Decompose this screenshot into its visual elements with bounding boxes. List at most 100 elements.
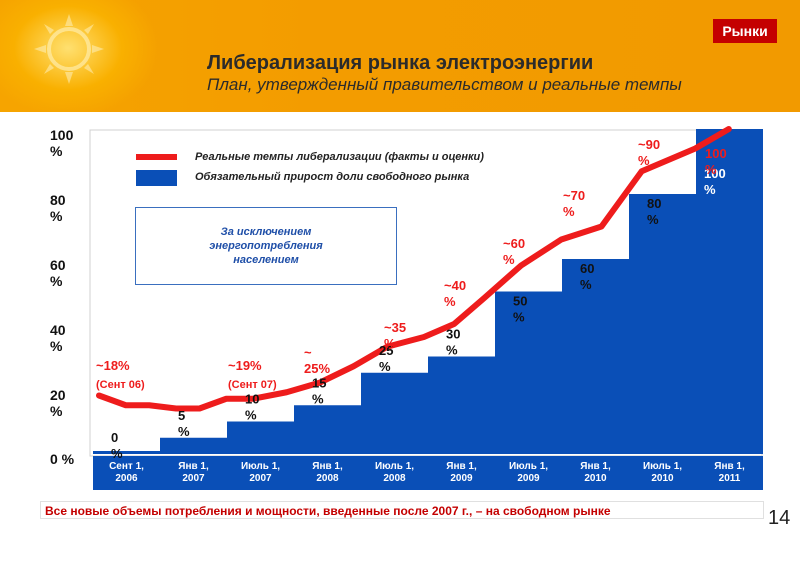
- y-tick-label: 40 %: [50, 322, 66, 354]
- x-tick-label: Янв 1, 2010: [580, 461, 611, 484]
- line-annotation-sub: (Сент 07): [228, 379, 277, 391]
- x-tick-label: Июль 1, 2008: [375, 461, 414, 484]
- line-annotation: 100%: [705, 146, 727, 177]
- page-title: Либерализация рынка электроэнергии: [207, 52, 594, 74]
- x-tick-label-line: 2010: [651, 473, 674, 484]
- line-annotation-line: %: [638, 153, 650, 168]
- x-tick-label: Янв 1, 2009: [446, 461, 477, 484]
- company-logo-icon: [34, 14, 104, 84]
- x-tick-label-line: 2007: [249, 473, 272, 484]
- line-annotation-line: ~70: [563, 188, 585, 203]
- x-tick-label-line: Янв 1,: [178, 461, 209, 472]
- x-tick-label-line: 2009: [450, 473, 473, 484]
- bar-value-label-line: %: [178, 424, 190, 439]
- x-tick-label-line: Июль 1,: [509, 461, 548, 472]
- page-number: 14: [768, 507, 791, 529]
- x-tick-label-line: 2007: [182, 473, 205, 484]
- x-tick-label-line: Янв 1,: [312, 461, 343, 472]
- line-annotation: ~90%: [638, 137, 660, 168]
- bar-value-label-line: 25: [379, 343, 393, 358]
- page-subtitle: План, утвержденный правительством и реал…: [207, 75, 682, 94]
- bar-value-label-line: 5: [178, 408, 185, 423]
- line-annotation-sub: (Сент 06): [96, 379, 145, 391]
- x-tick-label: Июль 1, 2009: [509, 461, 548, 484]
- line-annotation-line: %: [384, 336, 396, 351]
- x-tick-label-line: Июль 1,: [643, 461, 682, 472]
- x-tick-label-line: 2008: [383, 473, 406, 484]
- bar-value-label-line: 10: [245, 392, 259, 407]
- x-tick-label: Янв 1, 2007: [178, 461, 209, 484]
- bar-value-label: 5%: [178, 408, 190, 439]
- header-banner: Рынки Либерализация рынка электроэнергии…: [0, 0, 800, 112]
- x-tick-label-line: 2010: [584, 473, 607, 484]
- legend-bar-label: Обязательный прирост доли свободного рын…: [195, 171, 470, 183]
- x-axis-band: [93, 456, 763, 490]
- x-tick-label-line: 2008: [316, 473, 339, 484]
- y-tick-label: 80 %: [50, 192, 66, 224]
- x-tick-label-line: Янв 1,: [446, 461, 477, 472]
- bar-value-label-line: 60: [580, 261, 594, 276]
- legend-bar-swatch: [136, 170, 177, 186]
- bar-value-label-line: 80: [647, 196, 661, 211]
- bar-value-label-line: %: [446, 343, 458, 358]
- line-annotation-line: %: [705, 162, 717, 177]
- bar-value-label-line: 100: [704, 166, 726, 181]
- line-annotation-line: %: [563, 204, 575, 219]
- bar-value-label-line: 30: [446, 327, 460, 342]
- x-tick-label-line: 2009: [517, 473, 540, 484]
- x-tick-label: Июль 1, 2007: [241, 461, 280, 484]
- bar-value-label: 0%: [111, 430, 123, 461]
- y-tick-label: 20 %: [50, 387, 66, 419]
- bar-value-label-line: %: [704, 182, 716, 197]
- bar-value-label: 10%: [245, 392, 259, 423]
- line-annotation: ~25%: [304, 345, 330, 376]
- x-tick-label-line: Июль 1,: [241, 461, 280, 472]
- note-text: За исключением энергопотребления населен…: [209, 226, 323, 266]
- line-annotation-line: ~18%: [96, 358, 130, 373]
- line-annotation-line: 100: [705, 146, 727, 161]
- bar-value-label-line: %: [312, 391, 324, 406]
- bar-value-label-line: %: [111, 446, 123, 461]
- line-annotation-line: %: [444, 294, 456, 309]
- x-tick-label-line: Июль 1,: [375, 461, 414, 472]
- bar-value-label-line: %: [379, 359, 391, 374]
- footer-note: Все новые объемы потребления и мощности,…: [40, 501, 764, 519]
- y-tick-label: 60 %: [50, 257, 66, 289]
- y-tick-label: 100 %: [50, 127, 74, 159]
- line-annotation: ~60%: [503, 236, 525, 267]
- x-tick-label-line: Янв 1,: [714, 461, 745, 472]
- x-tick-label: Сент 1, 2006: [109, 461, 144, 484]
- line-annotation-line: ~35: [384, 320, 406, 335]
- x-tick-label: Июль 1, 2010: [643, 461, 682, 484]
- x-tick-label-line: 2011: [719, 473, 741, 484]
- line-annotation: ~18% (Сент 06): [96, 358, 145, 391]
- line-annotation-line: ~40: [444, 278, 466, 293]
- bar-value-label-line: 0: [111, 430, 118, 445]
- section-badge[interactable]: Рынки: [713, 19, 777, 43]
- line-annotation-line: 25%: [304, 361, 330, 376]
- line-annotation-line: ~60: [503, 236, 525, 251]
- bar-value-label: 25%: [379, 343, 393, 374]
- x-tick-label-line: Сент 1,: [109, 461, 144, 472]
- note-box: За исключением энергопотребления населен…: [135, 207, 397, 285]
- bar-value-label: 80%: [647, 196, 661, 227]
- bar-9: [696, 129, 763, 454]
- line-annotation: ~70%: [563, 188, 585, 219]
- bar-value-label: 100%: [704, 166, 726, 197]
- x-tick-label-line: Янв 1,: [580, 461, 611, 472]
- bar-value-label: 30%: [446, 327, 460, 358]
- line-annotation-line: ~19%: [228, 358, 262, 373]
- bar-value-label-line: %: [580, 277, 592, 292]
- legend-line-label: Реальные темпы либерализации (факты и оц…: [195, 151, 484, 163]
- line-annotation-line: ~: [304, 345, 312, 360]
- x-tick-label: Янв 1, 2011: [714, 461, 745, 484]
- bar-value-label-line: %: [513, 310, 525, 325]
- x-tick-label: Янв 1, 2008: [312, 461, 343, 484]
- bar-value-label-line: %: [647, 212, 659, 227]
- line-annotation: ~40%: [444, 278, 466, 309]
- bar-value-label-line: 50: [513, 294, 527, 309]
- line-annotation: ~19% (Сент 07): [228, 358, 277, 391]
- bar-value-label-line: 15: [312, 375, 326, 390]
